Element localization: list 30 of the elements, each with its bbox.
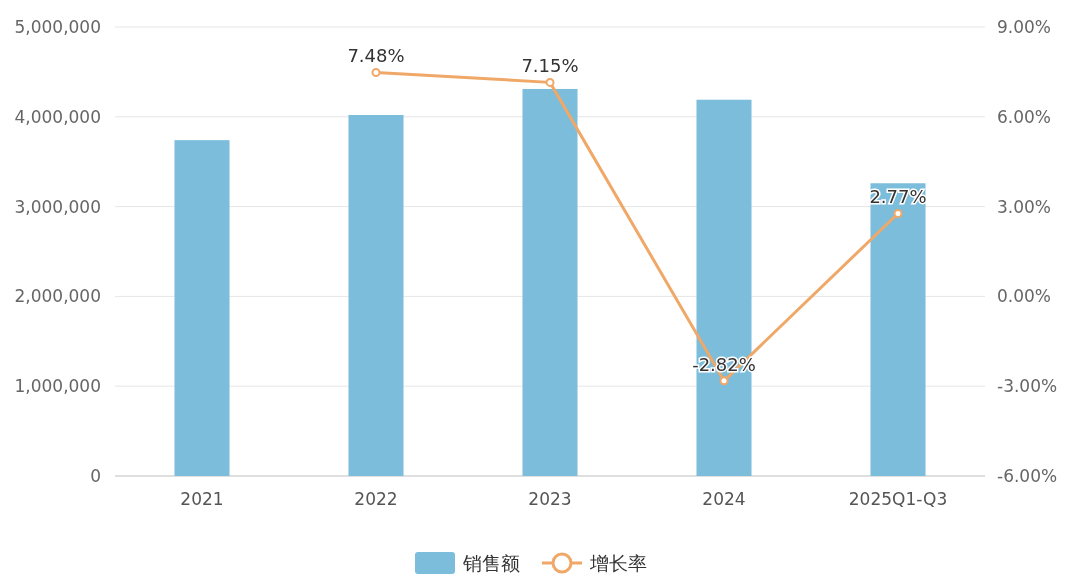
bar — [174, 140, 230, 476]
point — [371, 68, 381, 77]
bar — [870, 183, 926, 476]
data-label: 2.77% — [869, 186, 927, 208]
y2-tick-label: 3.00% — [997, 196, 1052, 217]
x-tick-label: 2025Q1-Q3 — [848, 489, 948, 509]
point — [893, 208, 903, 218]
x-tick-label: 2023 — [528, 489, 572, 509]
data-label: 7.15% — [521, 55, 579, 77]
y-tick-label: 2,000,000 — [14, 286, 101, 307]
y2-tick-label: -6.00% — [997, 466, 1058, 486]
legend-label: 增长率 — [589, 552, 647, 574]
y2-tick-label: 6.00% — [997, 106, 1052, 127]
x-tick-label: 2024 — [702, 489, 746, 509]
x-tick-label: 2022 — [354, 489, 398, 509]
y2-tick-label: 0.00% — [997, 286, 1052, 307]
y2-tick-label: 9.00% — [997, 17, 1052, 37]
bar — [348, 115, 404, 476]
legend-label: 销售额 — [462, 552, 520, 574]
x-tick-label: 2021 — [180, 489, 224, 509]
y-tick-label: 0 — [90, 466, 101, 486]
data-label: 7.48% — [347, 45, 405, 67]
bar — [522, 88, 578, 476]
y-tick-label: 3,000,000 — [14, 196, 101, 217]
y-tick-label: 4,000,000 — [14, 106, 101, 127]
y-tick-label: 1,000,000 — [14, 376, 101, 397]
y2-tick-label: -3.00% — [997, 376, 1058, 397]
point — [719, 376, 729, 386]
point — [545, 77, 555, 87]
y-tick-label: 5,000,000 — [14, 17, 101, 37]
